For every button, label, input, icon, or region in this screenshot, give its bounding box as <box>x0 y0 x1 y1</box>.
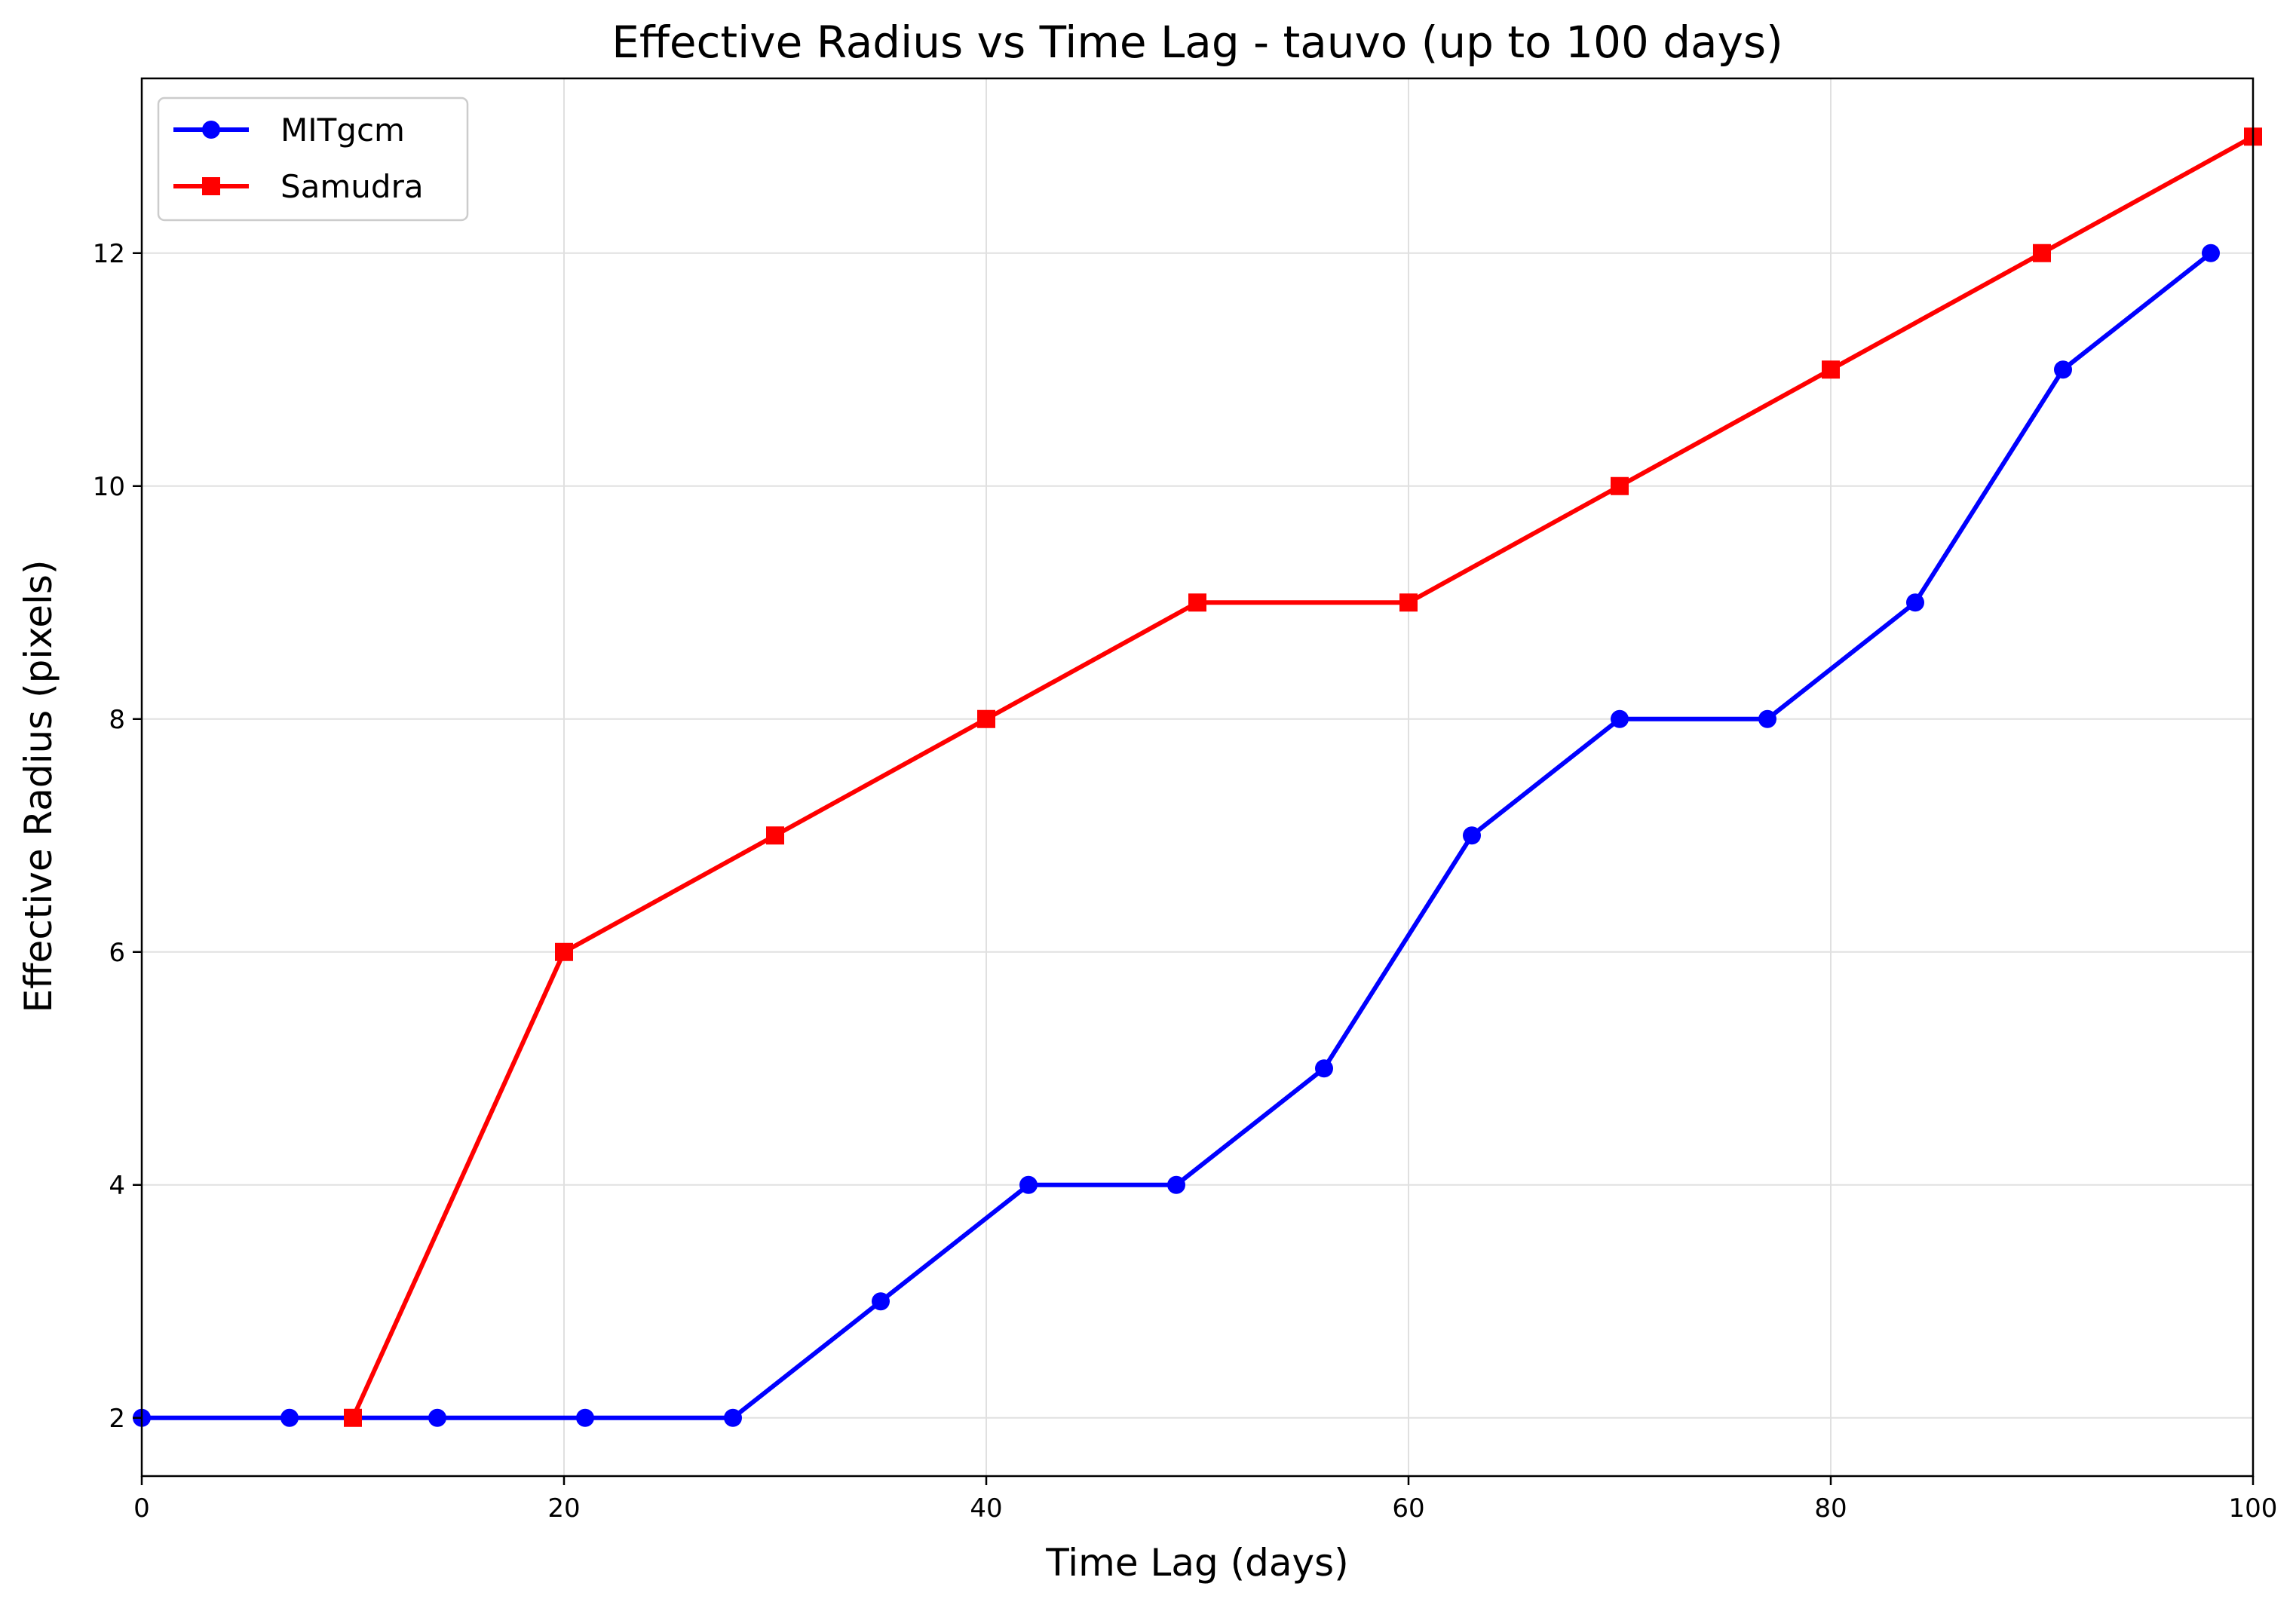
y-axis-label: Effective Radius (pixels) <box>17 560 60 1013</box>
legend-label-samudra: Samudra <box>280 168 424 205</box>
data-point-mitgcm <box>1758 709 1776 728</box>
data-point-mitgcm <box>1167 1175 1185 1194</box>
data-point-mitgcm <box>1463 826 1481 845</box>
data-point-samudra <box>344 1408 362 1427</box>
data-point-mitgcm <box>1906 593 1924 612</box>
data-point-samudra <box>2033 244 2051 262</box>
data-point-samudra <box>1822 360 1840 379</box>
data-point-samudra <box>1399 593 1418 612</box>
x-axis-label: Time Lag (days) <box>1045 1541 1348 1585</box>
data-point-mitgcm <box>2202 244 2220 262</box>
data-point-samudra <box>977 709 995 728</box>
x-tick-label: 80 <box>1814 1493 1847 1524</box>
data-point-mitgcm <box>1019 1175 1038 1194</box>
x-tick-label: 100 <box>2229 1493 2278 1524</box>
x-tick-label: 60 <box>1392 1493 1424 1524</box>
data-point-mitgcm <box>1611 709 1629 728</box>
series-layer <box>133 127 2262 1427</box>
y-tick-label: 8 <box>109 705 125 735</box>
x-tick-label: 0 <box>133 1493 150 1524</box>
legend: MITgcm Samudra <box>157 96 469 222</box>
data-point-samudra <box>766 826 784 845</box>
y-tick-label: 4 <box>109 1171 125 1201</box>
axes <box>140 77 2255 1478</box>
data-point-samudra <box>1188 593 1206 612</box>
series-line-samudra <box>351 134 2255 1419</box>
plot-frame <box>140 77 2255 1478</box>
y-tick-label: 12 <box>93 239 125 269</box>
data-point-samudra <box>1611 476 1629 495</box>
data-point-mitgcm <box>1315 1059 1333 1078</box>
legend-label-mitgcm: MITgcm <box>280 112 405 149</box>
legend-marker-samudra <box>202 177 220 195</box>
data-point-samudra <box>555 942 573 961</box>
data-point-mitgcm <box>576 1408 594 1427</box>
x-tick-label: 40 <box>970 1493 1002 1524</box>
data-point-mitgcm <box>2054 360 2072 379</box>
legend-marker-mitgcm <box>202 121 220 139</box>
data-point-mitgcm <box>428 1408 446 1427</box>
y-tick-label: 6 <box>109 938 125 968</box>
y-tick-label: 10 <box>93 472 125 502</box>
y-tick-label: 2 <box>109 1404 125 1434</box>
chart-title: Effective Radius vs Time Lag - tauvo (up… <box>612 17 1783 68</box>
data-point-mitgcm <box>724 1408 742 1427</box>
data-point-mitgcm <box>280 1408 299 1427</box>
data-point-mitgcm <box>872 1292 890 1311</box>
x-tick-label: 20 <box>547 1493 580 1524</box>
ticks: 0 20 40 60 80 100 2 4 6 8 10 12 <box>93 239 2278 1524</box>
